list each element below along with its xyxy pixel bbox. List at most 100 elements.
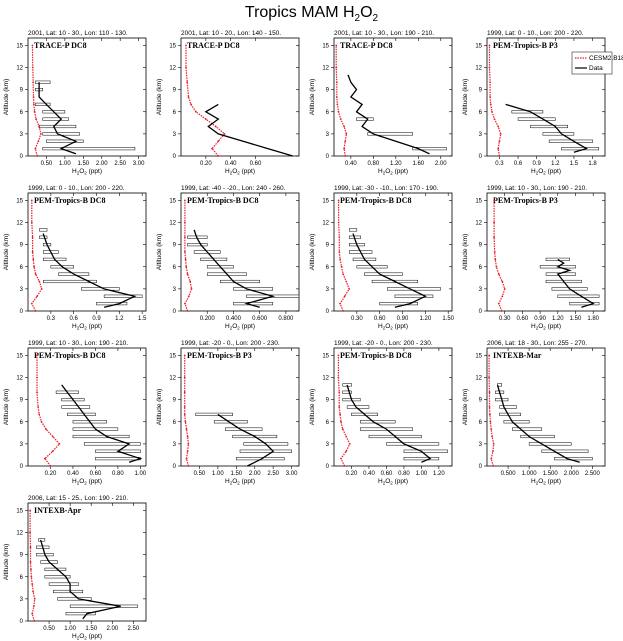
y-tick-label: 9 bbox=[20, 243, 24, 249]
error-bar bbox=[528, 442, 572, 446]
title-main: Tropics MAM H bbox=[244, 4, 355, 21]
error-bar bbox=[81, 287, 120, 291]
model-point bbox=[489, 420, 492, 423]
x-tick-label: 0.80 bbox=[398, 471, 410, 477]
model-point bbox=[336, 103, 339, 106]
x-tick-label: 1.20 bbox=[420, 316, 432, 322]
x-tick-label: 0.20 bbox=[45, 471, 57, 477]
x-tick-label: 0.9 bbox=[92, 316, 101, 322]
model-point bbox=[211, 147, 213, 150]
y-tick-label: 12 bbox=[322, 221, 329, 227]
y-tick-label: 0 bbox=[479, 154, 483, 160]
error-bar bbox=[359, 420, 396, 424]
error-bar bbox=[42, 117, 69, 121]
panel-label: INTEXB-Mar bbox=[493, 351, 542, 360]
model-point bbox=[185, 44, 187, 47]
y-tick-label: 15 bbox=[16, 198, 23, 204]
panel-label: PEM-Tropics-B DC8 bbox=[340, 196, 411, 205]
x-tick-label: 1.50 bbox=[77, 161, 89, 167]
x-tick-label: 0.30 bbox=[351, 316, 363, 322]
error-bar bbox=[225, 427, 263, 431]
error-bar bbox=[394, 294, 434, 298]
model-point bbox=[335, 44, 338, 47]
error-bar bbox=[42, 147, 136, 151]
data-series-line bbox=[193, 229, 276, 308]
error-bar bbox=[46, 139, 84, 143]
model-point bbox=[339, 302, 341, 305]
model-point bbox=[338, 406, 341, 408]
x-tick-label: 0.800 bbox=[278, 316, 294, 322]
model-point bbox=[183, 354, 186, 357]
x-tick-label: 1.00 bbox=[416, 471, 428, 477]
model-point bbox=[343, 465, 346, 467]
x-axis-label: H2O2 (ppt) bbox=[378, 478, 408, 486]
panel-4: 1999, Lat: 0 - 10., Lon: 200 - 220. Altit… bbox=[462, 30, 606, 176]
x-axis-label: H2O2 (ppt) bbox=[225, 168, 255, 176]
y-tick-label: 3 bbox=[20, 287, 24, 293]
x-tick-label: 1.80 bbox=[587, 316, 599, 322]
panel-label: PEM-Tropics-B DC8 bbox=[187, 196, 258, 205]
error-bar bbox=[403, 457, 440, 461]
y-tick-label: 9 bbox=[479, 243, 483, 249]
y-tick-label: 6 bbox=[479, 420, 483, 426]
panel-header: 1999, Lat: -20 - 0., Lon: 200 - 230. bbox=[181, 340, 280, 347]
model-point bbox=[490, 428, 493, 431]
y-axis-label: Altitude (km) bbox=[309, 389, 316, 425]
model-point bbox=[30, 568, 32, 571]
title-tail: O bbox=[360, 4, 373, 21]
panel-label: INTEXB-Apr bbox=[34, 506, 82, 515]
error-bar bbox=[69, 604, 138, 608]
y-tick-label: 6 bbox=[326, 110, 330, 116]
x-tick-label: 2.50 bbox=[114, 161, 126, 167]
panel-9: 1999, Lat: 10 - 30., Lon: 190 - 210. Alti… bbox=[3, 340, 147, 486]
error-bar bbox=[569, 302, 600, 306]
error-bar bbox=[497, 383, 502, 387]
y-tick-label: 3 bbox=[479, 132, 483, 138]
panel-label: TRACE-P DC8 bbox=[34, 41, 87, 50]
model-point bbox=[30, 199, 33, 202]
plot-frame bbox=[333, 347, 453, 467]
model-point bbox=[31, 583, 34, 586]
model-point bbox=[185, 265, 188, 268]
y-tick-label: 15 bbox=[169, 198, 176, 204]
x-tick-label: 1.50 bbox=[442, 316, 454, 322]
x-tick-label: 1.00 bbox=[59, 161, 71, 167]
model-point bbox=[491, 110, 493, 113]
y-tick-label: 3 bbox=[20, 597, 24, 603]
model-point bbox=[32, 96, 35, 98]
y-tick-label: 9 bbox=[326, 243, 330, 249]
model-point bbox=[187, 96, 190, 98]
model-point bbox=[488, 44, 491, 47]
title-subscript-2: 2 bbox=[372, 13, 379, 25]
x-tick-label: 0.40 bbox=[363, 471, 375, 477]
model-point bbox=[29, 561, 32, 563]
x-tick-label: 0.40 bbox=[67, 471, 79, 477]
error-bar bbox=[48, 582, 79, 586]
panel-header: 2006, Lat: 18 - 30., Lon: 255 - 270. bbox=[487, 340, 587, 347]
model-series-line bbox=[338, 200, 350, 312]
model-series-line bbox=[335, 45, 348, 157]
data-series-line bbox=[61, 384, 143, 463]
y-tick-label: 0 bbox=[326, 309, 330, 315]
x-tick-label: 0.60 bbox=[517, 316, 529, 322]
x-axis-label: H2O2 (ppt) bbox=[72, 633, 102, 641]
y-tick-label: 9 bbox=[326, 88, 330, 94]
model-point bbox=[501, 280, 504, 283]
plot-frame bbox=[27, 347, 147, 467]
y-axis-label: Altitude (km) bbox=[3, 544, 10, 580]
x-tick-label: 3.00 bbox=[133, 161, 145, 167]
model-point bbox=[493, 118, 496, 121]
model-point bbox=[342, 273, 345, 276]
model-point bbox=[501, 295, 504, 298]
y-tick-label: 12 bbox=[169, 376, 176, 382]
x-tick-label: 2.50 bbox=[128, 626, 140, 632]
model-point bbox=[488, 391, 491, 394]
y-tick-label: 9 bbox=[479, 398, 483, 404]
model-point bbox=[38, 280, 41, 283]
model-point bbox=[337, 376, 340, 379]
y-tick-label: 3 bbox=[326, 287, 330, 293]
x-tick-label: 0.400 bbox=[226, 316, 242, 322]
panel-7: 1999, Lat: -30 - -10., Lon: 170 - 190. Al… bbox=[309, 185, 455, 331]
model-point bbox=[186, 310, 189, 312]
error-bar bbox=[367, 132, 413, 136]
